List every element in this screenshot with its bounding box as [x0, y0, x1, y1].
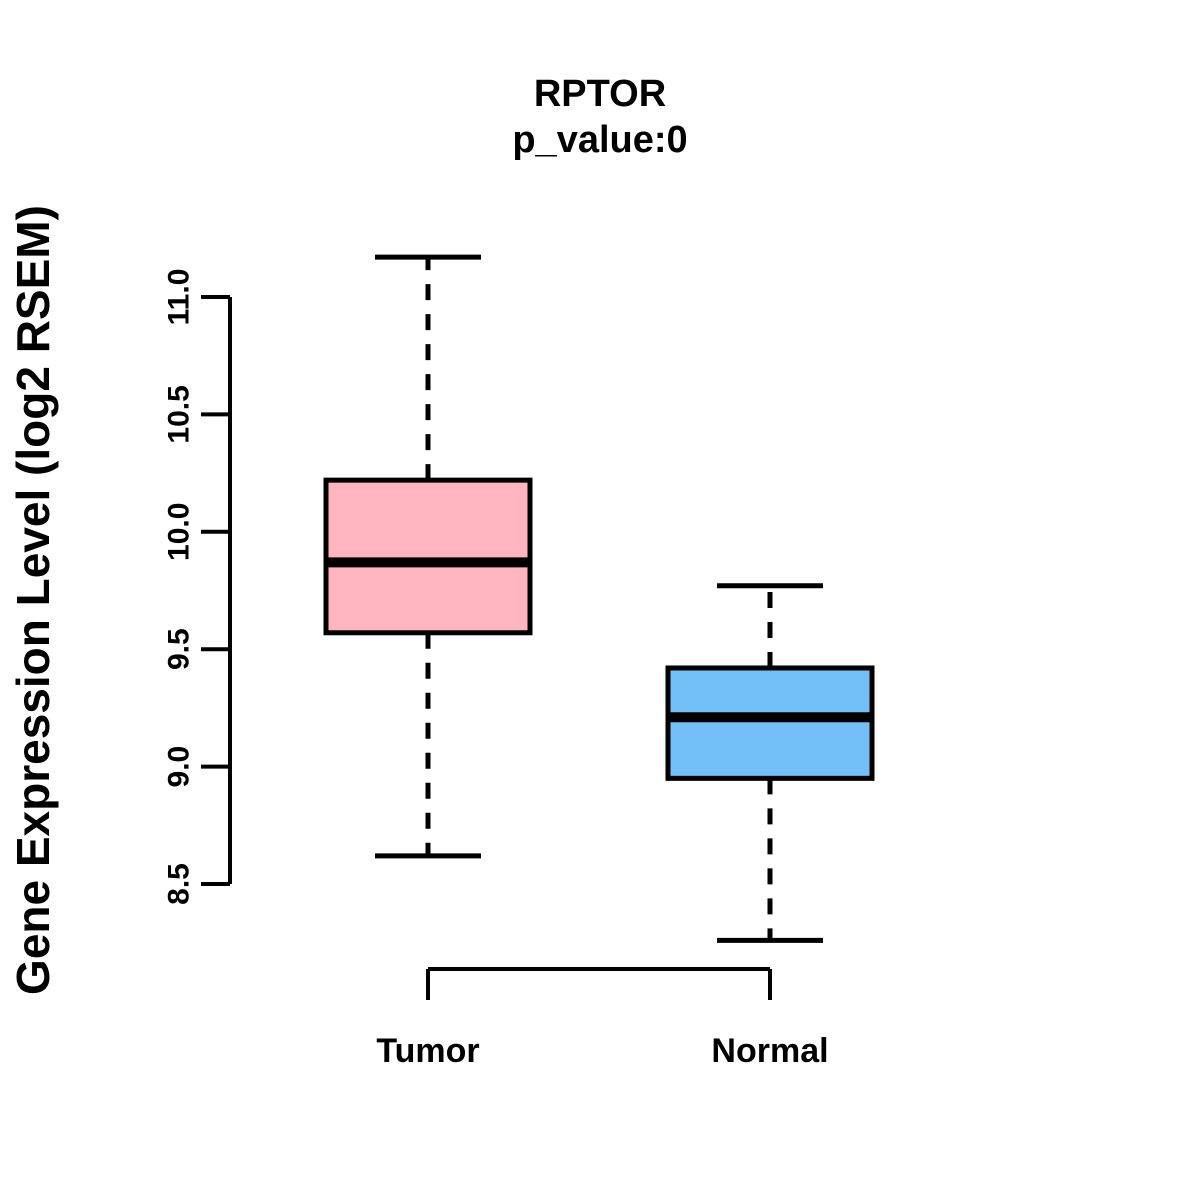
- normal-box: [665, 665, 875, 781]
- y-axis-tick-label: 9.0: [163, 746, 196, 788]
- y-axis-tick-label: 9.5: [163, 628, 196, 670]
- x-category-label-normal: Normal: [711, 1032, 828, 1070]
- y-axis-tick-label: 10.5: [163, 385, 196, 443]
- chart-title: RPTOR: [533, 73, 667, 115]
- tumor-box: [323, 477, 533, 636]
- y-axis-tick-label: 8.5: [163, 863, 196, 905]
- x-category-label-tumor: Tumor: [376, 1032, 479, 1070]
- y-axis-tick-label: 11.0: [163, 269, 196, 326]
- chart-subtitle: p_value:0: [512, 119, 688, 161]
- y-axis-tick-label: 10.0: [163, 503, 196, 561]
